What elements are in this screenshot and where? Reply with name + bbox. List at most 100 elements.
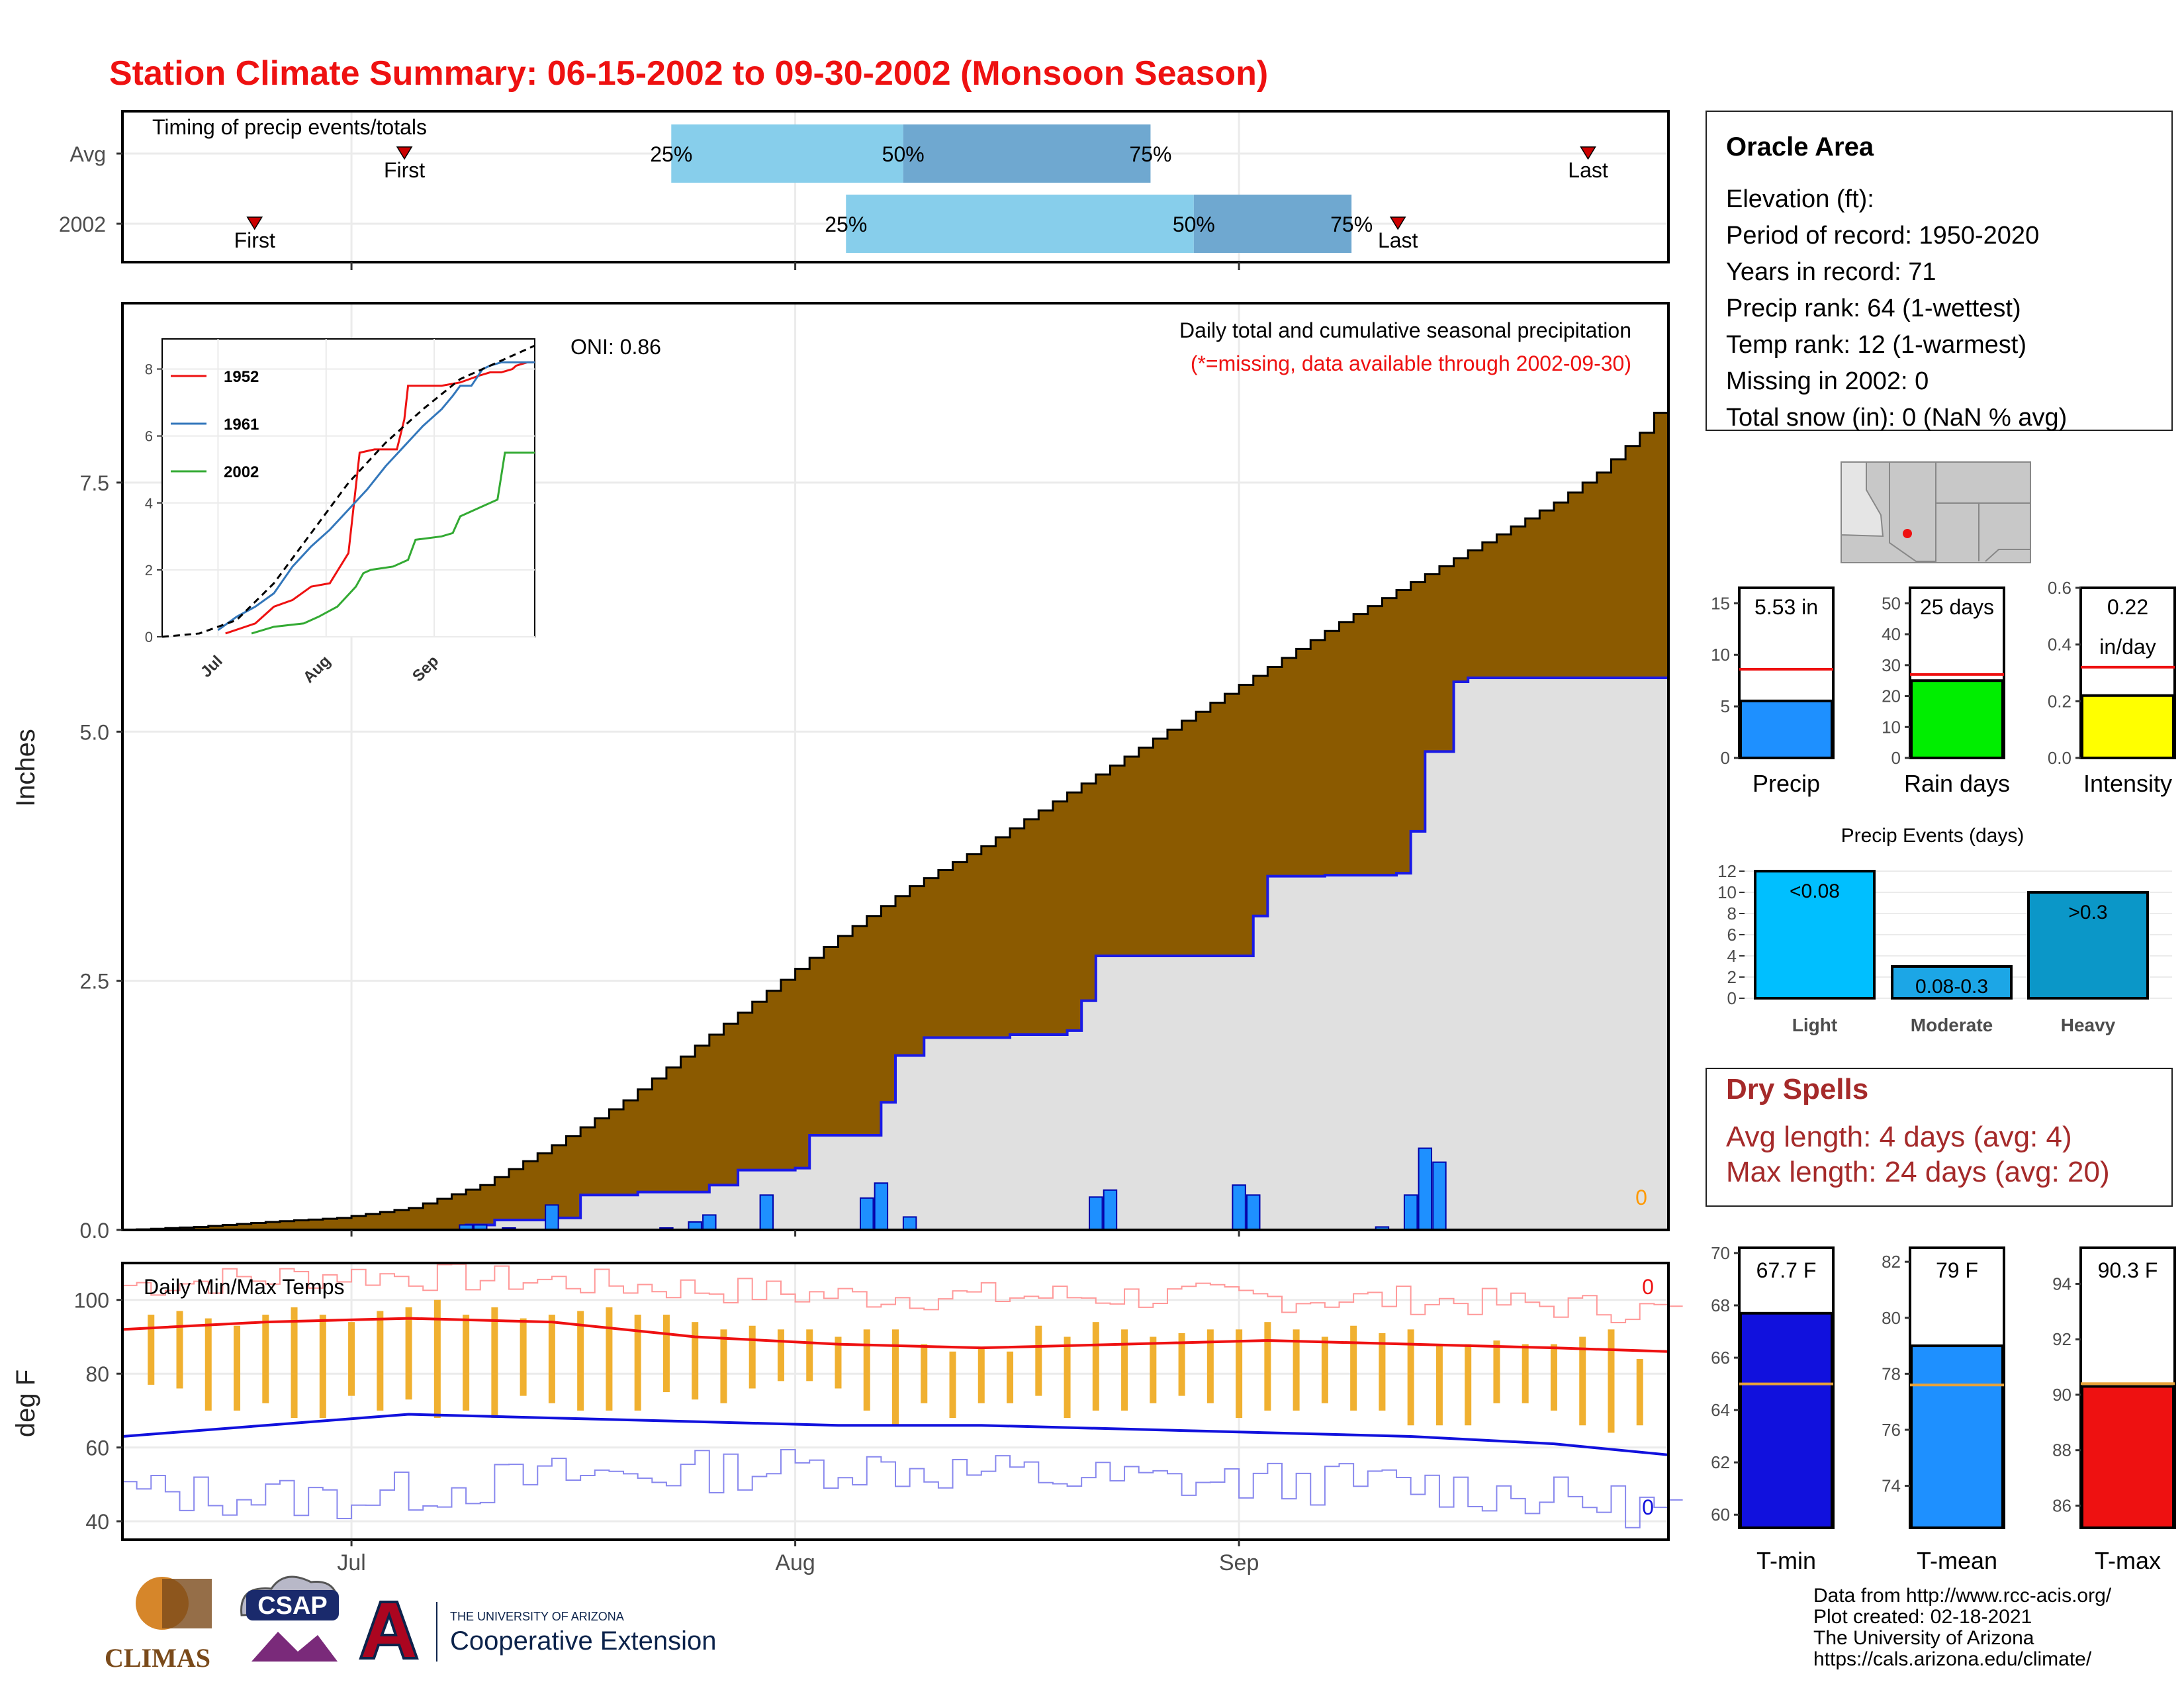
temp-daily-range-bar: [806, 1329, 813, 1382]
credit-line-2: Plot created: 02-18-2021: [1813, 1606, 2032, 1628]
precip-ytick-label: 7.5: [80, 471, 109, 495]
temp-content: [122, 1263, 1683, 1528]
events-ytick-label: 4: [1727, 946, 1737, 966]
season-temp-bars: 67.7 F 60 62 64 66 68 70 T-min 79 F 74 76 78 80 82 T-m…: [1711, 1243, 2176, 1574]
events-ytick-label: 12: [1717, 861, 1737, 881]
events-bar-value: >0.3: [2068, 902, 2107, 923]
station-line-years: Years in record: 71: [1726, 258, 1936, 286]
temp-title: Daily Min/Max Temps: [144, 1275, 344, 1299]
inset-series-avg: [161, 344, 535, 638]
temp-daily-range-bar: [1493, 1340, 1500, 1403]
temp-daily-range-bar: [835, 1336, 842, 1389]
csap-mountain-icon: [251, 1632, 338, 1662]
csap-wordmark: CSAP: [257, 1592, 328, 1620]
temp-daily-range-bar: [662, 1315, 670, 1393]
temp-missing-max: 0: [1642, 1275, 1654, 1299]
temp-daily-range-bar: [692, 1322, 699, 1400]
timing-last-marker: [1580, 146, 1596, 160]
temp-ylabel: deg F: [11, 1370, 40, 1437]
temp-bar-label: T-min: [1756, 1547, 1816, 1574]
temp-daily-range-bar: [405, 1307, 412, 1400]
temp-daily-range-bar: [1264, 1322, 1271, 1411]
mini-bar-ytick-label: 10: [1882, 717, 1901, 737]
temp-bar-ytick-label: 74: [1882, 1476, 1901, 1496]
temp-daily-range-bar: [1035, 1325, 1042, 1396]
temp-daily-range-bar: [348, 1322, 355, 1396]
precip-daily-bar: [1232, 1184, 1246, 1231]
temp-daily-range-bar: [777, 1329, 784, 1382]
dry-spells-frame: [1706, 1068, 2173, 1207]
temp-series-avg_min: [122, 1413, 1669, 1456]
mini-bar-value: [1910, 679, 2004, 759]
inset-legend-label: 1952: [224, 368, 259, 386]
events-bar-label: Moderate: [1911, 1015, 1993, 1035]
mini-bar-value-text: 25 days: [1920, 595, 1994, 619]
temp-daily-range-bar: [234, 1325, 241, 1411]
inset-series-1952: [225, 361, 535, 635]
temp-bar-ytick-label: 76: [1882, 1420, 1901, 1440]
mini-bar-ytick-label: 40: [1882, 624, 1901, 644]
temp-missing-min: 0: [1642, 1495, 1654, 1519]
inset-series-2002: [251, 451, 535, 635]
temp-yaxis: 40 60 80 100: [74, 1289, 122, 1534]
temp-daily-range-bar: [978, 1348, 985, 1403]
temp-bar-ytick-label: 78: [1882, 1364, 1901, 1383]
precip-title: Daily total and cumulative seasonal prec…: [1179, 318, 1631, 342]
temp-bar-value-text: 90.3 F: [2098, 1258, 2158, 1282]
temp-daily-range-bar: [1092, 1322, 1099, 1411]
timing-q50-label: 50%: [882, 142, 925, 166]
inset-frame: [161, 338, 535, 637]
precip-missing-count: 0: [1635, 1186, 1647, 1209]
credits: Data from http://www.rcc-acis.org/ Plot …: [1813, 1585, 2112, 1670]
timing-q25-label: 25%: [650, 142, 692, 166]
precip-daily-bar: [702, 1214, 717, 1231]
temp-series-avg_max: [122, 1317, 1669, 1353]
station-frame: [1706, 111, 2173, 431]
temp-daily-range-bar: [1608, 1329, 1615, 1433]
mini-bar-ytick-label: 10: [1711, 645, 1730, 665]
temp-ytick-label: 80: [85, 1362, 109, 1386]
station-line-snow: Total snow (in): 0 (NaN % avg): [1726, 404, 2067, 432]
temp-bar-ytick-label: 68: [1711, 1295, 1730, 1315]
mini-bar-ytick-label: 0.4: [2048, 635, 2071, 655]
timing-last-label: Last: [1378, 228, 1418, 252]
temp-daily-range-bar: [577, 1311, 584, 1411]
shared-xaxis: Jul Aug Sep: [337, 1230, 1259, 1575]
temp-daily-range-bar: [949, 1351, 956, 1419]
station-info: Oracle Area Elevation (ft): Period of re…: [1706, 111, 2173, 432]
temp-daily-range-bar: [1522, 1344, 1529, 1403]
events-ytick-label: 6: [1727, 925, 1737, 945]
precip-panel: Daily total and cumulative seasonal prec…: [11, 302, 1670, 1243]
temp-daily-range-bar: [1636, 1358, 1643, 1426]
temp-daily-range-bar: [720, 1329, 727, 1403]
inset-legend-label: 2002: [224, 463, 259, 481]
xaxis-tick-label: Aug: [775, 1550, 815, 1575]
temp-bar-ytick-label: 80: [1882, 1308, 1901, 1328]
temp-daily-range-bar: [1550, 1344, 1557, 1411]
timing-first-marker: [396, 146, 413, 160]
temp-min-record-line: [122, 1449, 1683, 1528]
temp-daily-range-bar: [262, 1315, 269, 1403]
station-line-missing: Missing in 2002: 0: [1726, 367, 1929, 395]
timing-last-marker: [1389, 216, 1406, 230]
mini-bar-ytick-label: 5: [1721, 696, 1730, 716]
station-line-precip-rank: Precip rank: 64 (1-wettest): [1726, 295, 2021, 322]
precip-yaxis: 0.0 2.5 5.0 7.5: [80, 471, 122, 1243]
timing-q50-75-bar: [1193, 195, 1352, 253]
events-bar: [1891, 965, 2013, 1000]
credit-line-1: Data from http://www.rcc-acis.org/: [1813, 1585, 2112, 1607]
timing-first-marker: [246, 216, 263, 230]
dry-spells-avg: Avg length: 4 days (avg: 4): [1726, 1121, 2072, 1153]
temp-daily-range-bar: [205, 1318, 212, 1411]
timing-row-label: 2002: [59, 212, 106, 236]
temp-daily-range-bar: [491, 1307, 498, 1419]
temp-ytick-label: 40: [85, 1510, 109, 1534]
precip-daily-bar: [874, 1182, 889, 1231]
temp-bar-ytick-label: 66: [1711, 1348, 1730, 1368]
temp-ytick-label: 60: [85, 1436, 109, 1460]
precip-ylabel: Inches: [11, 729, 40, 807]
precip-frame: [121, 302, 1670, 1231]
